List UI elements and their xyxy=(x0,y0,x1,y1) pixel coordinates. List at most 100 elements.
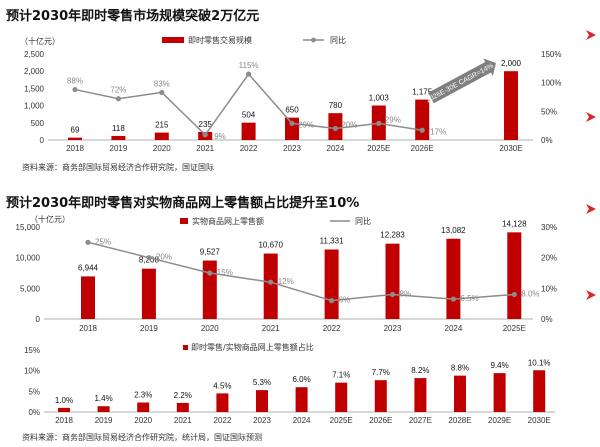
chart2-bar xyxy=(141,268,156,319)
chevron-right-icon xyxy=(586,290,596,300)
chart1-x-tick: 2022 xyxy=(240,144,258,153)
chart1-y-tick: 1,000 xyxy=(24,102,45,111)
chart3-y-tick: 0% xyxy=(28,408,40,417)
chart3-bar xyxy=(454,375,466,412)
chart2-x-tick: 2019 xyxy=(140,324,158,333)
chart1-growth-label: 88% xyxy=(67,77,83,86)
chart2-bar-label: 10,670 xyxy=(258,241,283,250)
chart1-bar xyxy=(241,122,256,140)
chart1-y-tick: 0 xyxy=(40,136,45,145)
chart1-y-tick: 1,500 xyxy=(24,84,45,93)
chart1-bar-label: 1,003 xyxy=(369,93,390,102)
chart1-bar xyxy=(154,132,169,140)
chart3-bar xyxy=(216,393,229,412)
chart3-x-tick: 2021 xyxy=(174,416,192,425)
chart3-bar xyxy=(137,402,150,412)
chart2-x-tick: 2018 xyxy=(79,324,97,333)
chart2-bar-label: 14,128 xyxy=(502,219,527,228)
chart2-growth-point xyxy=(389,291,396,298)
chart2-bar xyxy=(507,232,522,319)
chart3-bar-label: 6.0% xyxy=(292,375,310,384)
chart1-x-tick: 2023 xyxy=(283,144,301,153)
chart1-growth-label: 17% xyxy=(430,127,446,136)
chart1-growth-point xyxy=(289,120,295,126)
chart3-bar-label: 2.3% xyxy=(134,390,152,399)
chart1-legend-swatch-marker xyxy=(311,37,316,43)
chart1-legend-swatch-bar xyxy=(162,37,184,43)
chart2-growth-point xyxy=(511,291,517,298)
chart2-bar xyxy=(324,249,339,319)
chart2-y-tick: 0 xyxy=(36,315,41,324)
chart3-bar xyxy=(533,370,546,412)
chart2-growth-label: 20% xyxy=(156,253,172,262)
chart2-growth-point xyxy=(146,255,152,261)
chart1-growth-point xyxy=(332,125,338,132)
chart3-x-tick: 2029E xyxy=(488,416,511,425)
chart3-bar-label: 1.4% xyxy=(94,394,112,403)
chart1-source: 资料来源：商务部国际贸易经济合作研究院，国证国际 xyxy=(22,162,214,172)
chart1-title: 预计2030年即时零售市场规模突破2万亿元 xyxy=(6,8,259,24)
chart1-unit-label: （十亿元） xyxy=(20,36,60,46)
chart3-x-tick: 2023 xyxy=(253,416,271,425)
chart3-x-tick: 2027E xyxy=(409,416,432,425)
chart2-growth-label: 12% xyxy=(278,277,294,286)
chart3-bar-label: 4.5% xyxy=(213,381,231,390)
chart2-x-tick: 2021 xyxy=(262,324,280,333)
chart1-growth-point xyxy=(419,127,425,133)
chart2-bar-label: 11,331 xyxy=(320,237,344,246)
chart3-bar-label: 5.3% xyxy=(253,378,271,387)
chart1-growth-point xyxy=(246,71,252,77)
chart2-x-tick: 2022 xyxy=(323,324,341,333)
chart1-growth-label: 83% xyxy=(154,79,170,88)
chart1-growth-point xyxy=(159,89,165,96)
chart1-bar-label: 215 xyxy=(155,121,169,130)
chart3-bar xyxy=(295,387,308,412)
chart2-bar-label: 9,527 xyxy=(200,248,221,257)
chart1-x-tick: 2021 xyxy=(196,144,214,153)
chart1-bar-label: 504 xyxy=(242,111,256,120)
chart2-legend-swatch-bar xyxy=(180,218,188,224)
chart1-growth-point xyxy=(376,120,382,126)
chart2-bar-label: 12,283 xyxy=(380,231,405,240)
chart1-legend-label-bar: 即时零售交易规模 xyxy=(188,35,252,45)
chart1-bar-label: 2,000 xyxy=(501,59,522,68)
chart2-bar xyxy=(202,260,217,319)
chart2-y-tick: 10,000 xyxy=(16,254,41,263)
chart3-x-tick: 2020 xyxy=(134,416,152,425)
chart3-bar-label: 2.2% xyxy=(174,391,192,400)
chart2-growth-label: 15% xyxy=(217,268,233,277)
chart2-legend-label-bar: 实物商品网上零售额 xyxy=(192,216,264,226)
chart2-y2-tick: 10% xyxy=(541,284,557,293)
chart1-y2-tick: 50% xyxy=(541,107,557,116)
chart2-y-tick: 5,000 xyxy=(20,284,41,293)
chart1-bar xyxy=(68,137,82,140)
chart2-growth-point xyxy=(268,279,274,285)
chart1-bar xyxy=(415,99,430,140)
chart2-growth-point xyxy=(207,270,213,276)
chart1-bar xyxy=(504,71,518,140)
chart1-x-tick: 2030E xyxy=(499,144,522,153)
cagr-annotation: 2026E-30E CAGR=14% xyxy=(425,63,495,105)
chart2-growth-label: 6% xyxy=(339,296,351,305)
chart3-y-tick: 10% xyxy=(24,367,40,376)
chart3-bar-label: 8.8% xyxy=(451,364,469,373)
chart2-legend-label-line: 同比 xyxy=(355,216,371,226)
chart1-bar-label: 118 xyxy=(112,124,125,133)
chart1-growth-label: 72% xyxy=(110,86,126,95)
chart2-growth-line xyxy=(87,241,515,302)
chart3-y-tick: 5% xyxy=(28,387,40,396)
cagr-arrow: 2026E-30E CAGR=14% xyxy=(425,58,496,105)
chart3-x-tick: 2019 xyxy=(95,416,113,425)
chart1-x-tick: 2026E xyxy=(411,144,434,153)
chart2-bar-label: 13,082 xyxy=(441,226,466,235)
chart3-x-tick: 2028E xyxy=(448,416,471,425)
chart2-bar xyxy=(385,243,400,319)
chart2-y2-tick: 30% xyxy=(541,223,557,232)
chart1-growth-label: 115% xyxy=(239,61,259,70)
chart3-bar xyxy=(493,373,506,412)
chart1-bar-label: 69 xyxy=(71,126,80,135)
chart1-y2-tick: 100% xyxy=(541,79,561,88)
chart1-x-tick: 2025E xyxy=(367,144,390,153)
chevron-right-icon xyxy=(586,112,596,122)
chart1-y2-tick: 150% xyxy=(541,50,561,59)
